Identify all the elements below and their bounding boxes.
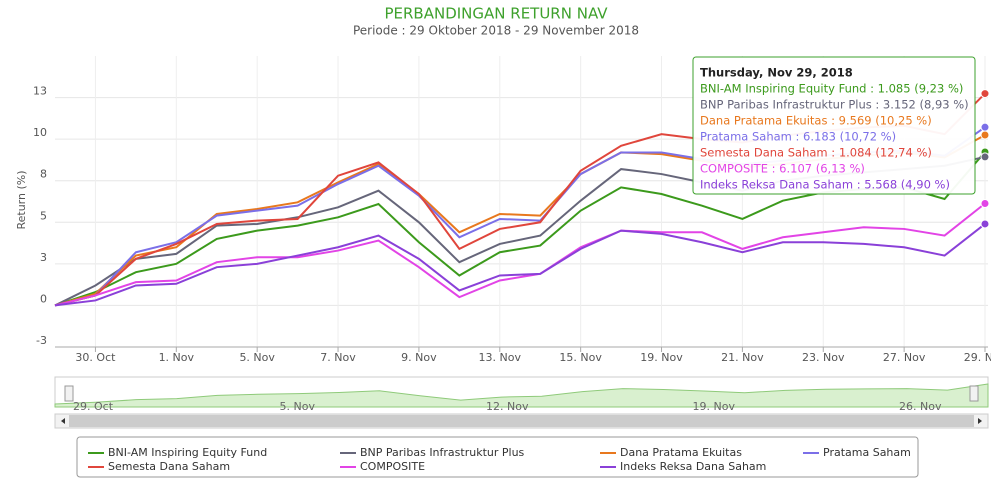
x-tick-label: 23. Nov (802, 351, 845, 364)
tooltip-item: Pratama Saham : 6.183 (10,72 %) (700, 130, 896, 144)
series-line (54, 202, 986, 307)
series-line (54, 223, 986, 307)
legend-item[interactable]: COMPOSITE (340, 460, 425, 473)
x-tick-label: 13. Nov (479, 351, 522, 364)
legend-label: Pratama Saham (823, 446, 911, 459)
legend-label: Semesta Dana Saham (108, 460, 230, 473)
tooltip-item: COMPOSITE : 6.107 (6,13 %) (700, 162, 865, 176)
y-tick-label: 8 (40, 168, 47, 181)
point-marker (980, 152, 990, 162)
y-tick-label: 0 (40, 292, 47, 305)
legend-item[interactable]: Indeks Reksa Dana Saham (600, 460, 766, 473)
navigator-label: 12. Nov (486, 400, 529, 413)
tooltip-item: Semesta Dana Saham : 1.084 (12,74 %) (700, 146, 932, 160)
navigator-label: 26. Nov (899, 400, 942, 413)
y-tick-label: -3 (36, 334, 47, 347)
tooltip-box (692, 56, 976, 195)
legend-box (76, 436, 919, 478)
point-marker (980, 198, 990, 208)
x-tick-label: 5. Nov (239, 351, 275, 364)
legend-label: BNI-AM Inspiring Equity Fund (108, 446, 267, 459)
legend-item[interactable]: Dana Pratama Ekuitas (600, 446, 742, 459)
point-marker (980, 122, 990, 132)
point-marker (980, 130, 990, 140)
y-tick-label: 5 (40, 209, 47, 222)
navigator-series (54, 383, 989, 408)
legend-label: Dana Pratama Ekuitas (620, 446, 742, 459)
tooltip-item: BNP Paribas Infrastruktur Plus : 3.152 (… (700, 98, 969, 112)
x-tick-label: 1. Nov (159, 351, 195, 364)
x-tick-label: 30. Oct (75, 351, 116, 364)
scrollbar-thumb[interactable] (69, 415, 974, 427)
scroll-left[interactable] (61, 418, 65, 424)
legend-item[interactable]: Pratama Saham (803, 446, 911, 459)
x-tick-label: 9. Nov (401, 351, 437, 364)
legend-label: COMPOSITE (360, 460, 425, 473)
x-tick-label: 19. Nov (640, 351, 683, 364)
navigator[interactable]: 29. Oct 5. Nov 12. Nov 19. Nov 26. Nov (54, 376, 989, 429)
navigator-label: 29. Oct (73, 400, 114, 413)
x-tick-label: 7. Nov (320, 351, 356, 364)
scroll-right[interactable] (978, 418, 982, 424)
handle-left[interactable] (64, 385, 74, 402)
y-axis-label: Return (%) (15, 170, 28, 229)
chart-subtitle: Periode : 29 Oktober 2018 - 29 November … (353, 24, 639, 38)
x-tick-label: 15. Nov (559, 351, 602, 364)
y-tick-label: 13 (33, 85, 47, 98)
legend-item[interactable]: BNI-AM Inspiring Equity Fund (88, 446, 267, 459)
point-marker (980, 219, 990, 229)
x-tick-label: 29. Nov (964, 351, 991, 364)
tooltip-title: Thursday, Nov 29, 2018 (700, 66, 853, 80)
navigator-label: 19. Nov (693, 400, 736, 413)
navigator-label: 5. Nov (280, 400, 316, 413)
y-tick-label: 10 (33, 126, 47, 139)
legend-label: BNP Paribas Infrastruktur Plus (360, 446, 525, 459)
x-tick-label: 27. Nov (883, 351, 926, 364)
tooltip: Thursday, Nov 29, 2018 BNI-AM Inspiring … (692, 56, 976, 195)
tooltip-item: Dana Pratama Ekuitas : 9.569 (10,25 %) (700, 114, 932, 128)
chart-title: PERBANDINGAN RETURN NAV (384, 5, 608, 23)
legend-item[interactable]: Semesta Dana Saham (88, 460, 230, 473)
handle-right[interactable] (969, 385, 979, 402)
y-tick-label: 3 (40, 251, 47, 264)
x-tick-label: 21. Nov (721, 351, 764, 364)
tooltip-item: BNI-AM Inspiring Equity Fund : 1.085 (9,… (700, 82, 963, 96)
tooltip-item: Indeks Reksa Dana Saham : 5.568 (4,90 %) (700, 178, 950, 192)
legend-label: Indeks Reksa Dana Saham (620, 460, 766, 473)
legend-item[interactable]: BNP Paribas Infrastruktur Plus (340, 446, 525, 459)
point-marker (980, 89, 990, 99)
